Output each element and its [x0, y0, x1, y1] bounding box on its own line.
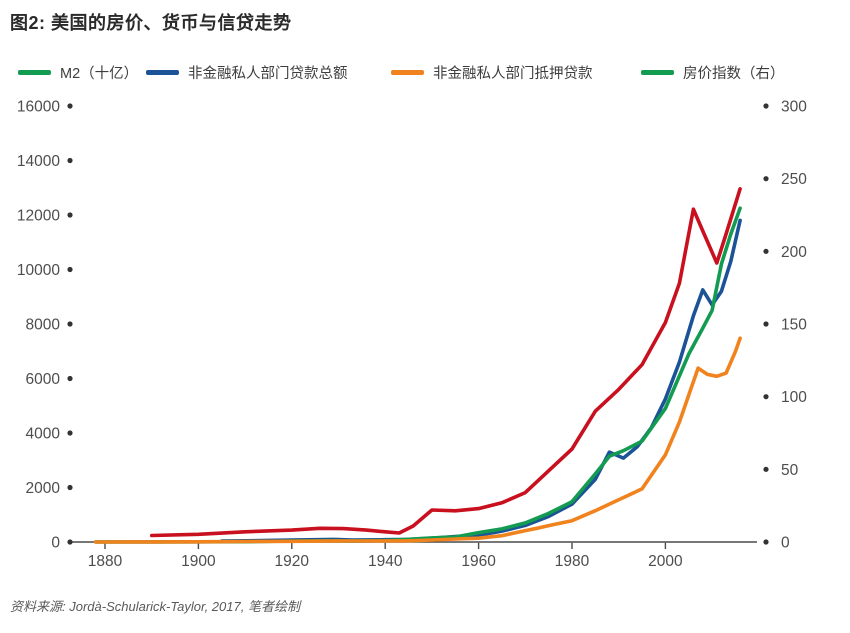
right-axis-label: 50	[781, 462, 799, 479]
legend-label-total-loans: 非金融私人部门贷款总额	[188, 66, 348, 82]
left-axis-label: 10000	[17, 262, 60, 279]
left-axis-label: 14000	[17, 153, 60, 170]
source-note: 资料来源: Jordà-Schularick-Taylor, 2017, 笔者绘…	[10, 599, 300, 614]
x-axis-label: 2000	[648, 553, 683, 570]
right-axis-tick-dot	[763, 539, 769, 545]
house-price-index-line-swatch	[641, 70, 674, 75]
left-axis-tick-dot	[67, 266, 73, 273]
legend-item-mortgage-loans: 非金融私人部门抵押贷款	[391, 62, 593, 83]
x-axis-label: 1880	[88, 553, 123, 570]
right-axis-tick-dot	[763, 176, 769, 182]
legend-item-house-price-index: 房价指数（右）	[641, 62, 785, 83]
x-axis-label: 1940	[368, 553, 403, 570]
right-axis-tick-dot	[763, 103, 769, 109]
mortgage-loans-line	[93, 336, 742, 544]
legend-label-m2: M2（十亿）	[60, 66, 139, 82]
left-axis-label: 0	[51, 535, 60, 552]
right-axis-label: 250	[781, 171, 807, 188]
legend-label-mortgage-loans: 非金融私人部门抵押贷款	[433, 66, 593, 82]
left-axis-label: 4000	[26, 426, 61, 443]
chart-legend: M2（十亿） 非金融私人部门贷款总额 非金融私人部门抵押贷款 房价指数（右）	[0, 62, 850, 82]
left-axis-tick-dot	[67, 212, 73, 218]
left-axis-tick-dot	[67, 484, 73, 491]
total-loans-line	[220, 218, 742, 543]
legend-item-total-loans: 非金融私人部门贷款总额	[146, 62, 348, 83]
x-axis-label: 1980	[555, 553, 590, 570]
total-loans-line-swatch	[146, 70, 179, 75]
mortgage-loans-line-swatch	[391, 70, 424, 75]
right-axis-label: 300	[781, 99, 807, 116]
chart-title: 图2: 美国的房价、货币与信贷走势	[10, 13, 292, 33]
house-price-index-line	[149, 187, 742, 538]
right-axis-label: 0	[781, 535, 790, 552]
legend-item-m2: M2（十亿）	[18, 62, 138, 83]
right-axis-label: 200	[781, 244, 807, 261]
right-axis-label: 100	[781, 389, 807, 406]
x-axis-label: 1900	[181, 553, 216, 570]
x-axis-label: 1960	[461, 553, 496, 570]
left-axis-label: 6000	[26, 371, 61, 388]
right-axis-tick-dot	[763, 466, 769, 472]
right-axis-label: 150	[781, 317, 807, 334]
left-axis-tick-dot	[67, 103, 73, 109]
left-axis-tick-dot	[67, 321, 73, 327]
right-axis-tick-dot	[763, 321, 769, 327]
legend-label-house-price-index: 房价指数（右）	[683, 66, 785, 82]
m2-line-swatch	[18, 70, 51, 75]
left-axis-tick-dot	[67, 375, 73, 382]
right-axis-tick-dot	[763, 394, 769, 400]
left-axis-label: 12000	[17, 208, 60, 225]
left-axis-tick-dot	[67, 157, 73, 164]
left-axis-tick-dot	[67, 430, 73, 436]
x-axis-label: 1920	[275, 553, 310, 570]
left-axis-label: 8000	[26, 317, 61, 334]
right-axis-tick-dot	[763, 248, 769, 254]
left-axis-label: 2000	[26, 480, 61, 497]
left-axis-tick-dot	[67, 539, 73, 545]
m2-line	[93, 206, 742, 544]
left-axis-label: 16000	[17, 99, 60, 116]
